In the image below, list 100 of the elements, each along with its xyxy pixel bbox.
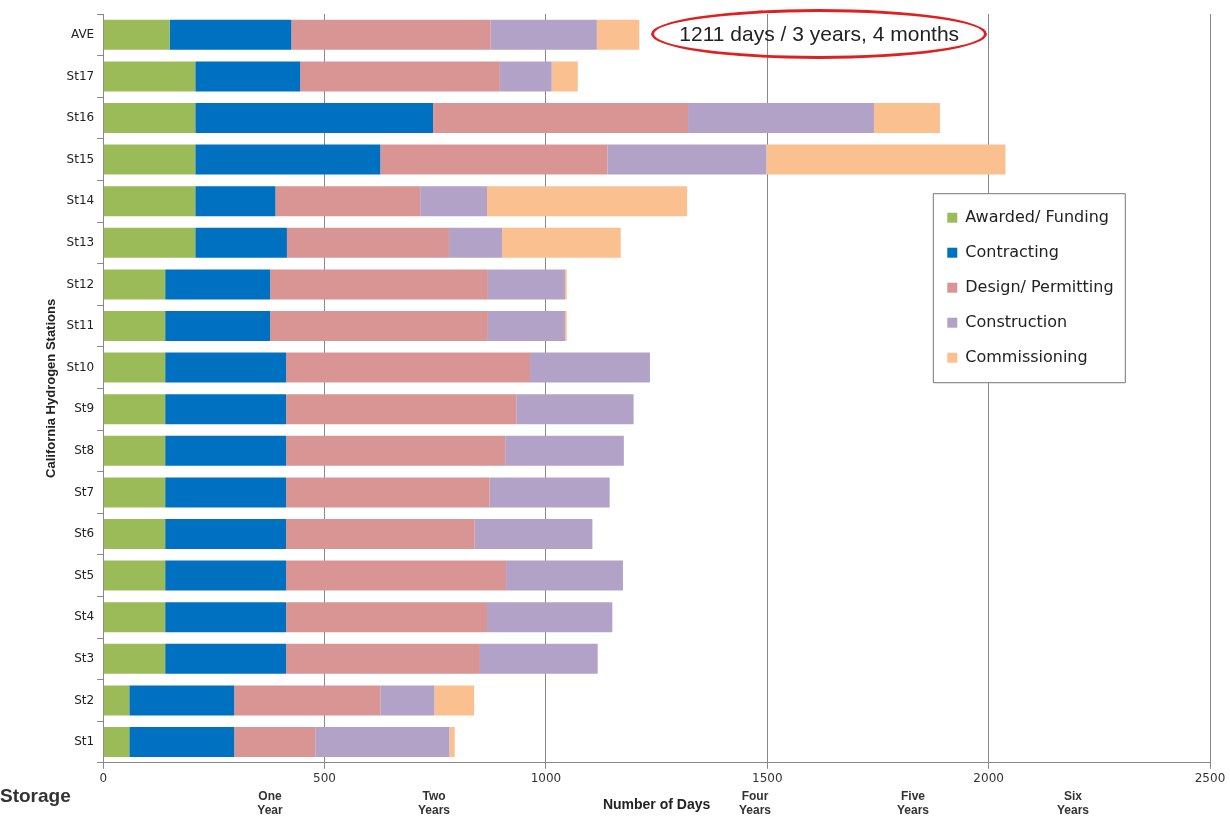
annotation: 1211 days / 3 years, 4 months: [679, 21, 960, 45]
legend-label: Commissioning: [965, 346, 1088, 366]
y-tick-label: St17: [66, 68, 95, 83]
bar: [516, 394, 634, 425]
bar: [103, 435, 166, 466]
bar: [165, 519, 287, 549]
bar: [434, 685, 475, 716]
bar: [766, 144, 1006, 175]
bar: [433, 103, 689, 133]
bar: [474, 519, 593, 549]
bar: [169, 19, 292, 50]
bar: [286, 602, 488, 633]
bar: [380, 685, 435, 716]
bar: [165, 269, 271, 300]
y-tick-label: AVE: [70, 26, 95, 41]
bar: [103, 269, 166, 300]
bar: [487, 311, 565, 341]
y-tick-label: St8: [74, 442, 95, 457]
legend-label: Contracting: [965, 241, 1059, 261]
bar: [195, 144, 381, 175]
bar: [103, 727, 130, 757]
bar: [103, 352, 166, 383]
bar: [195, 61, 301, 92]
bar: [165, 560, 287, 591]
bar: [873, 103, 940, 133]
y-tick-label: St3: [74, 650, 95, 665]
text: Storage: [0, 784, 71, 806]
bar: [286, 643, 480, 674]
bar: [286, 227, 449, 258]
bar: [448, 227, 503, 258]
bar: [234, 685, 381, 716]
bar: [103, 519, 166, 549]
bar: [529, 352, 650, 383]
y-tick-label: St16: [66, 110, 95, 125]
bar: [165, 602, 287, 633]
bar: [315, 727, 450, 757]
y-tick-label: St9: [74, 401, 95, 416]
x-tick-label: 1500: [752, 771, 783, 786]
bar: [607, 144, 767, 175]
bar: [165, 394, 287, 425]
bar: [286, 477, 490, 508]
bar: [449, 727, 455, 757]
legend-label: Awarded/ Funding: [965, 206, 1109, 226]
y-tick-label: St6: [74, 526, 95, 541]
bar: [479, 643, 598, 674]
y-tick-label: St1: [74, 734, 95, 749]
bar: [270, 269, 488, 300]
bar: [195, 103, 434, 133]
bar: [165, 643, 287, 674]
y-tick-label: St13: [66, 234, 95, 249]
bar: [103, 61, 196, 92]
bar: [291, 19, 491, 50]
bar: [286, 394, 517, 425]
bar: [286, 352, 530, 383]
bar: [286, 560, 507, 591]
y-tick-label: St5: [74, 567, 95, 582]
bar: [129, 685, 235, 716]
bar: [489, 477, 610, 508]
x-tick-label: 1000: [530, 771, 562, 786]
y-tick-label: St7: [74, 484, 95, 499]
bar: [129, 727, 235, 757]
legend-label: Construction: [965, 311, 1068, 331]
bar: [490, 19, 597, 50]
bar: [103, 477, 166, 508]
bar: [103, 103, 196, 133]
text: Four Years: [738, 789, 772, 818]
bar: [551, 61, 578, 92]
y-tick-label: St2: [74, 692, 95, 707]
x-axis-title: Number of Days: [602, 796, 711, 813]
y-axis-title: California Hydrogen Stations: [43, 298, 59, 478]
bar: [103, 560, 166, 591]
bar: [103, 19, 170, 50]
bar: [270, 311, 488, 341]
bar: [103, 144, 196, 175]
bar: [420, 186, 488, 217]
text: One Year: [257, 789, 284, 818]
bar: [506, 560, 623, 591]
y-tick-label: St12: [66, 276, 95, 291]
bar: [502, 227, 621, 258]
y-tick-label: St14: [66, 193, 95, 208]
bar: [286, 435, 506, 466]
x-tick-label: 0: [99, 771, 108, 786]
bar: [103, 602, 166, 633]
y-tick-label: St11: [66, 318, 95, 333]
bar: [103, 685, 130, 716]
bar: [165, 352, 287, 383]
bar: [103, 311, 166, 341]
bar: [688, 103, 874, 133]
legend-label: Design/ Permitting: [965, 276, 1114, 296]
bar: [380, 144, 608, 175]
y-tick-label: St15: [66, 151, 95, 166]
text: Six Years: [1056, 789, 1090, 818]
bar: [165, 477, 287, 508]
bar: [275, 186, 421, 217]
text: Five Years: [896, 789, 930, 818]
bar: [103, 227, 196, 258]
bar: [103, 394, 166, 425]
bar: [505, 435, 624, 466]
bar: [499, 61, 552, 92]
bar: [103, 186, 196, 217]
